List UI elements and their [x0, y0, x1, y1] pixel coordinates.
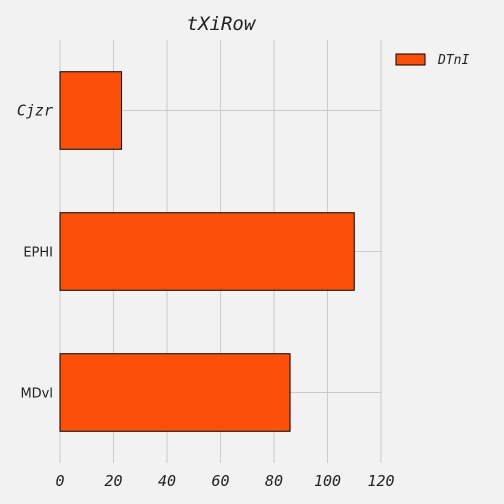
- x-tick-label: 40: [158, 472, 176, 490]
- legend-swatch: [395, 53, 426, 66]
- x-tick-label: 80: [265, 472, 283, 490]
- x-tick-label: 100: [314, 472, 341, 490]
- chart-title: tXiRow: [187, 13, 257, 35]
- x-tick-label: 120: [367, 472, 394, 490]
- bar-mdvl: [59, 353, 291, 432]
- category-label: Cjzr: [17, 102, 53, 120]
- x-tick-label: 0: [55, 472, 64, 490]
- category-label: EPHI: [23, 246, 53, 261]
- legend: DTnI: [395, 53, 469, 68]
- x-tick-label: 60: [211, 472, 229, 490]
- x-tick-labels: 0 20 40 60 80 100 120: [55, 472, 394, 490]
- category-labels: Cjzr EPHI MDvl: [17, 102, 53, 402]
- category-label: MDvl: [20, 387, 53, 402]
- bar-cjzr: [59, 71, 123, 150]
- x-tick-label: 20: [104, 472, 122, 490]
- bars: [59, 71, 355, 432]
- bar-ephi: [59, 212, 355, 291]
- legend-label: DTnI: [437, 53, 469, 68]
